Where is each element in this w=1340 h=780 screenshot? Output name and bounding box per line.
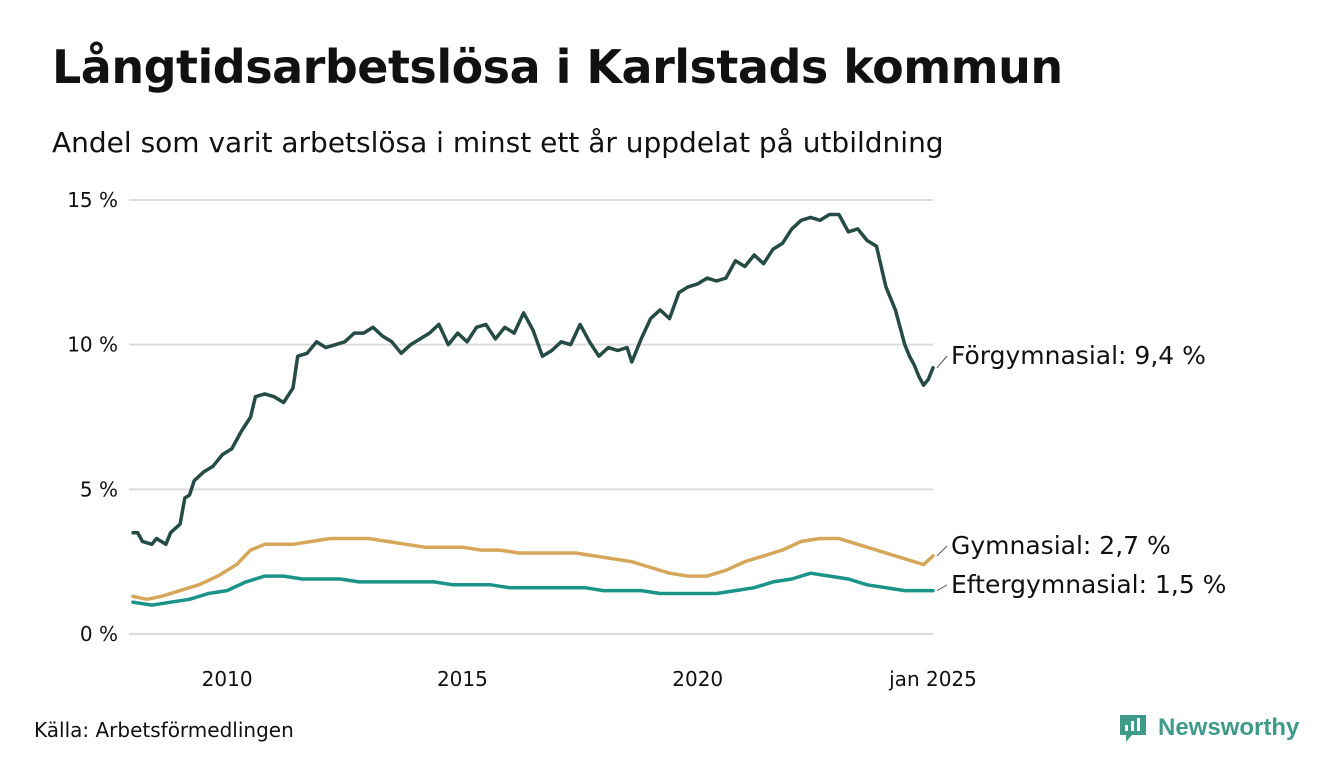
series-labels: Förgymnasial: 9,4 % Gymnasial: 2,7 % Efter… bbox=[936, 341, 1226, 599]
y-axis-ticks: 0 % 5 % 10 % 15 % bbox=[67, 188, 118, 646]
series-line-gymnasial bbox=[131, 536, 935, 602]
x-tick-label: 2020 bbox=[672, 667, 723, 691]
brand[interactable]: Newsworthy bbox=[1118, 712, 1299, 744]
x-tick-label: jan 2025 bbox=[888, 667, 977, 691]
y-tick-label: 5 % bbox=[80, 477, 118, 501]
series-line-förgymnasial bbox=[131, 212, 935, 547]
label-leader bbox=[936, 584, 948, 592]
y-tick-label: 15 % bbox=[67, 188, 118, 212]
series-lines bbox=[131, 212, 935, 607]
brand-name: Newsworthy bbox=[1158, 714, 1300, 741]
series-label-gymnasial: Gymnasial: 2,7 % bbox=[951, 531, 1171, 560]
x-tick-label: 2015 bbox=[437, 667, 488, 691]
series-label-förgymnasial: Förgymnasial: 9,4 % bbox=[951, 341, 1206, 370]
x-tick-label: 2010 bbox=[202, 667, 253, 691]
y-tick-label: 0 % bbox=[80, 622, 118, 646]
source-note: Källa: Arbetsförmedlingen bbox=[34, 718, 294, 742]
label-leader bbox=[936, 355, 948, 369]
chart-subtitle: Andel som varit arbetslösa i minst ett å… bbox=[52, 126, 944, 159]
series-line-eftergymnasial bbox=[131, 571, 935, 607]
series-label-eftergymnasial: Eftergymnasial: 1,5 % bbox=[951, 570, 1226, 599]
y-tick-label: 10 % bbox=[67, 333, 118, 357]
chart-title: Långtidsarbetslösa i Karlstads kommun bbox=[52, 40, 1063, 94]
gridlines bbox=[129, 199, 933, 635]
newsworthy-logo-icon bbox=[1120, 715, 1146, 742]
x-axis-ticks: 2010 2015 2020 jan 2025 bbox=[202, 667, 977, 691]
label-leader bbox=[936, 545, 948, 557]
